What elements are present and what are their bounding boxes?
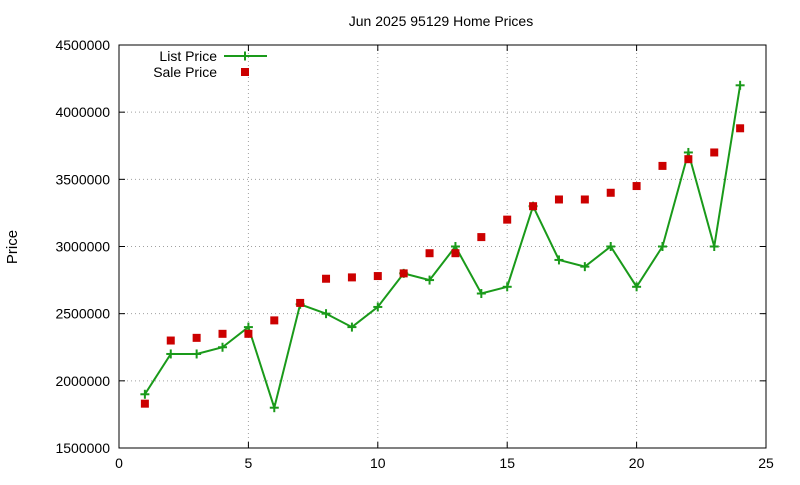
- sale-price-point: [347, 273, 356, 282]
- list-price-point: [140, 389, 150, 399]
- y-tick-label: 4500000: [55, 37, 110, 53]
- sale-price-point: [296, 298, 305, 307]
- sale-price-point: [244, 329, 253, 338]
- sale-price-point: [166, 336, 175, 345]
- list-price-point: [735, 80, 745, 90]
- sale-price-point: [425, 249, 434, 258]
- sale-price-point: [140, 399, 149, 408]
- sale-price-point: [451, 249, 460, 258]
- sale-price-point: [606, 188, 615, 197]
- list-price-point: [657, 242, 667, 251]
- sale-price-point: [529, 202, 538, 211]
- sale-price-point: [710, 148, 719, 157]
- sale-price-point: [373, 272, 382, 281]
- sale-price-point: [270, 316, 279, 325]
- x-tick-label: 15: [499, 455, 515, 471]
- y-tick-label: 2000000: [55, 373, 110, 389]
- list-price-line: [144, 85, 742, 412]
- list-price-point: [425, 275, 435, 285]
- y-axis-label: Price: [4, 230, 21, 264]
- sale-price-point: [684, 155, 693, 164]
- x-tick-label: 10: [370, 455, 386, 471]
- list-price-point: [269, 403, 279, 413]
- list-price-point: [218, 342, 228, 352]
- list-price-point: [373, 302, 383, 312]
- x-tick-label: 5: [245, 455, 253, 471]
- y-tick-label: 1500000: [55, 440, 110, 456]
- x-tick-label: 25: [758, 455, 774, 471]
- sale-price-point: [580, 195, 589, 204]
- sale-price-point: [554, 195, 563, 204]
- y-tick-label: 3000000: [55, 239, 110, 255]
- axes: 0 5 10 15 20 25 1500000 2000000 2500000 3000000 35…: [55, 37, 774, 471]
- list-price-point: [347, 322, 357, 332]
- list-price-point: [632, 282, 642, 292]
- list-price-point: [192, 349, 202, 359]
- y-tick-label: 2500000: [55, 306, 110, 322]
- legend-marker-plus: [240, 51, 250, 61]
- sale-price-point: [399, 269, 408, 278]
- y-tick-label: 3500000: [55, 171, 110, 187]
- list-price-point: [476, 289, 486, 299]
- sale-price-point: [736, 124, 745, 133]
- list-price-point: [502, 282, 512, 292]
- x-tick-label: 20: [629, 455, 645, 471]
- list-price-point: [321, 309, 331, 319]
- x-tick-label: 0: [115, 455, 123, 471]
- list-price-point: [554, 255, 564, 265]
- sale-price-point: [658, 161, 667, 170]
- plot-border: [118, 44, 767, 449]
- legend-label: Sale Price: [153, 64, 217, 80]
- legend-label: List Price: [159, 48, 217, 64]
- grid-lines: [119, 45, 766, 448]
- legend-marker-square: [241, 68, 249, 76]
- sale-price-point: [632, 182, 641, 191]
- list-price-point: [580, 262, 590, 272]
- y-tick-label: 4000000: [55, 104, 110, 120]
- sale-price-point: [322, 274, 331, 283]
- list-price-point: [166, 349, 176, 359]
- series-layer: [140, 80, 745, 413]
- sale-price-point: [477, 233, 486, 242]
- list-price-point: [709, 242, 719, 251]
- sale-price-point: [218, 329, 227, 338]
- list-price-point: [606, 242, 616, 251]
- sale-price-point: [503, 215, 512, 224]
- sale-price-point: [192, 333, 201, 342]
- chart-title: Jun 2025 95129 Home Prices: [349, 13, 533, 29]
